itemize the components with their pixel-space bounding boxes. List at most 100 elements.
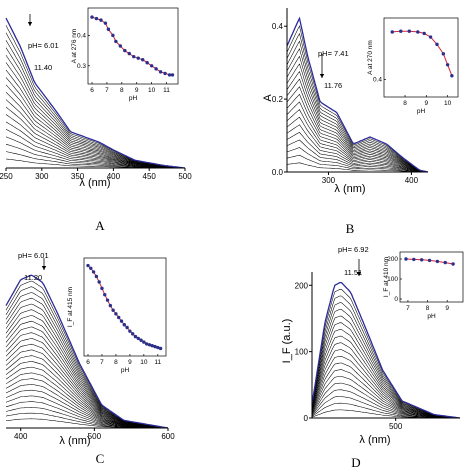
x-axis-title: λ (nm) bbox=[359, 434, 390, 446]
inset-a: 6 7 8 9 10 11 0.3 0.4 pH A at 276 nm bbox=[71, 7, 179, 102]
x-axis-title: λ (nm) bbox=[334, 183, 365, 195]
inset-x-tick-label: 10 bbox=[140, 359, 148, 366]
x-axis-title: λ (nm) bbox=[79, 177, 110, 189]
inset-x-tick-label: 8 bbox=[120, 87, 124, 94]
inset-data-point bbox=[416, 30, 420, 34]
inset-data-point bbox=[158, 70, 163, 74]
spectrum-line-26 bbox=[5, 274, 169, 429]
inset-data-point bbox=[130, 332, 135, 336]
x-tick-label: 350 bbox=[71, 172, 85, 181]
inset-y-axis-title: I_F at 415 nm bbox=[67, 287, 74, 327]
ph-end-annotation: 11.76 bbox=[324, 81, 342, 90]
inset-data-point bbox=[163, 71, 167, 76]
inset-b: 8 9 10 0.4 pH A at 270 nm bbox=[367, 17, 459, 115]
inset-y-tick-label: 200 bbox=[387, 256, 398, 263]
inset-y-tick-label: 0 bbox=[394, 296, 398, 303]
inset-data-point bbox=[167, 73, 172, 77]
panel-label: A bbox=[95, 218, 105, 233]
ph-arrow-head bbox=[41, 266, 47, 270]
spectrum-line-10 bbox=[286, 93, 429, 173]
spectrum-line-13 bbox=[286, 71, 429, 173]
inset-data-point bbox=[99, 18, 103, 22]
inset-data-point bbox=[427, 258, 432, 263]
spectrum-line-8 bbox=[5, 106, 186, 169]
inset-data-point bbox=[106, 27, 111, 31]
inset-y-tick-label: 100 bbox=[387, 276, 398, 283]
inset-x-axis-title: pH bbox=[427, 313, 436, 320]
spectrum-line-4 bbox=[286, 139, 429, 173]
ph-start-annotation: pH= 6.92 bbox=[338, 245, 369, 254]
spectrum-line-10 bbox=[5, 92, 186, 169]
inset-y-tick-label: 0.4 bbox=[77, 32, 86, 39]
inset-x-tick-label: 7 bbox=[100, 359, 104, 366]
panel-b: 300 400 0.0 0.2 0.4 λ (nm) A BpH= 7.41 11.76 8 9 10… bbox=[262, 8, 459, 236]
inset-x-tick-label: 6 bbox=[90, 87, 94, 94]
y-tick-label: 100 bbox=[295, 348, 309, 357]
inset-data-point bbox=[127, 51, 131, 56]
inset-x-tick-label: 10 bbox=[148, 87, 156, 94]
ph-start-annotation: pH= 6.01 bbox=[18, 251, 49, 260]
inset-data-point bbox=[145, 61, 149, 65]
panel-c: 400 500 600 λ (nm) CpH= 6.01 11.20 6 7 8 9 10 11 pH I… bbox=[5, 251, 175, 466]
inset-data-point bbox=[419, 258, 424, 262]
inset-x-tick-label: 7 bbox=[105, 87, 109, 94]
panel-label: B bbox=[346, 221, 355, 236]
spectrum-line-1 bbox=[286, 162, 428, 173]
spectrum-line-11 bbox=[286, 86, 429, 173]
inset-x-tick-label: 8 bbox=[403, 100, 407, 107]
spectrum-line-16 bbox=[286, 48, 429, 173]
inset-data-point bbox=[428, 35, 433, 39]
ph-arrow-head bbox=[27, 22, 33, 26]
inset-data-point bbox=[86, 263, 90, 268]
spectrum-line-9 bbox=[311, 356, 461, 419]
inset-data-point bbox=[111, 308, 115, 312]
spectrum-line-18 bbox=[286, 32, 429, 173]
inset-data-point bbox=[407, 29, 411, 33]
spectrum-line-7 bbox=[311, 369, 461, 419]
x-tick-label: 450 bbox=[143, 172, 157, 181]
inset-data-point bbox=[156, 345, 160, 350]
spectrum-line-8 bbox=[286, 109, 429, 173]
ph-end-annotation: 11.40 bbox=[34, 63, 52, 72]
ph-arrow-head bbox=[319, 74, 325, 78]
inset-data-point bbox=[89, 266, 93, 270]
x-tick-label: 300 bbox=[322, 176, 336, 185]
spectrum-line-13 bbox=[5, 69, 186, 169]
panel-a: 250 300 350 400 450 500 λ (nm) ApH= 6.01 11.40 6 7… bbox=[0, 7, 192, 233]
inset-x-axis-title: pH bbox=[121, 367, 130, 374]
panel-label: D bbox=[351, 455, 360, 470]
panel-d: 500 0 100 200 λ (nm) I_F (a.u.) DpH= 6.92 11.51… bbox=[281, 245, 464, 470]
inset-data-point bbox=[140, 57, 145, 62]
inset-data-point bbox=[128, 329, 132, 333]
inset-c: 6 7 8 9 10 11 pH I_F at 415 nm bbox=[67, 257, 167, 374]
inset-data-point bbox=[136, 56, 140, 60]
inset-data-point bbox=[441, 52, 446, 56]
inset-d: 7 8 9 0 100 200 pH I_F at 410 nm bbox=[383, 251, 464, 320]
spectrum-line-12 bbox=[286, 78, 429, 173]
inset-data-point bbox=[139, 338, 143, 342]
inset-data-point bbox=[435, 42, 439, 47]
inset-data-point bbox=[170, 73, 175, 77]
inset-data-point bbox=[90, 15, 94, 19]
inset-data-point bbox=[91, 270, 96, 274]
inset-frame bbox=[383, 17, 459, 98]
x-tick-label: 600 bbox=[161, 432, 175, 441]
x-tick-label: 500 bbox=[389, 422, 403, 431]
spectrum-line-5 bbox=[286, 132, 429, 173]
y-tick-label: 0 bbox=[304, 414, 309, 423]
inset-data-point bbox=[404, 257, 408, 261]
spectrum-line-12 bbox=[311, 335, 461, 419]
inset-data-point bbox=[399, 29, 403, 33]
inset-data-point bbox=[435, 259, 440, 264]
x-tick-label: 300 bbox=[35, 172, 49, 181]
inset-x-tick-label: 9 bbox=[425, 100, 429, 107]
inset-data-point bbox=[123, 48, 127, 53]
inset-y-tick-label: 0.4 bbox=[373, 76, 382, 83]
ph-start-annotation: pH= 6.01 bbox=[28, 41, 59, 50]
inset-data-point bbox=[105, 298, 110, 302]
x-tick-label: 400 bbox=[405, 176, 419, 185]
inset-data-point bbox=[103, 21, 108, 25]
inset-data-point bbox=[136, 336, 140, 341]
y-tick-label: 0.0 bbox=[272, 168, 284, 177]
